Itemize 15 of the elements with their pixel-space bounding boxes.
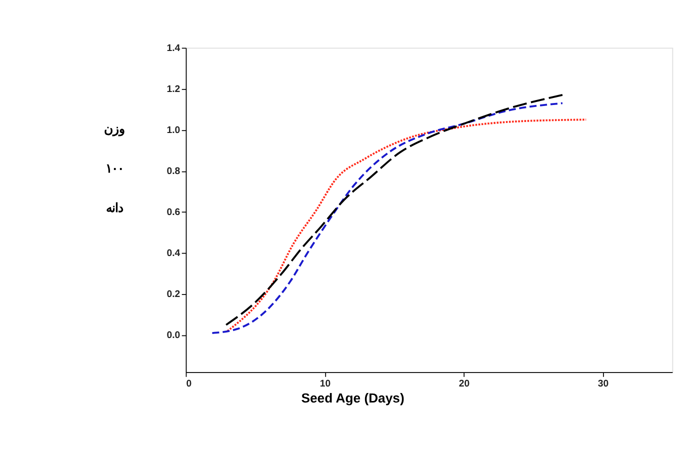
x-tick-label: 0: [186, 378, 192, 390]
x-tick-label: 30: [598, 378, 609, 390]
line-series: [226, 118, 588, 332]
y-tick-label: 0.0: [166, 330, 180, 342]
y-tick-label: 0.6: [166, 207, 180, 218]
x-axis-title: Seed Age (Days): [301, 390, 404, 406]
y-tick-label: 1.4: [166, 42, 181, 54]
y-tick-label: 0.4: [166, 248, 181, 260]
y-tick-label: 0.8: [166, 166, 181, 177]
y-tick-label: 1.0: [166, 124, 180, 136]
x-tick-label: 20: [458, 378, 470, 390]
y-tick-label: 1.2: [166, 84, 180, 95]
y-tick-label: 0.2: [166, 289, 180, 300]
x-tick-label: 10: [320, 378, 331, 390]
text: وزن ۱۰۰ دانه: [104, 122, 125, 216]
